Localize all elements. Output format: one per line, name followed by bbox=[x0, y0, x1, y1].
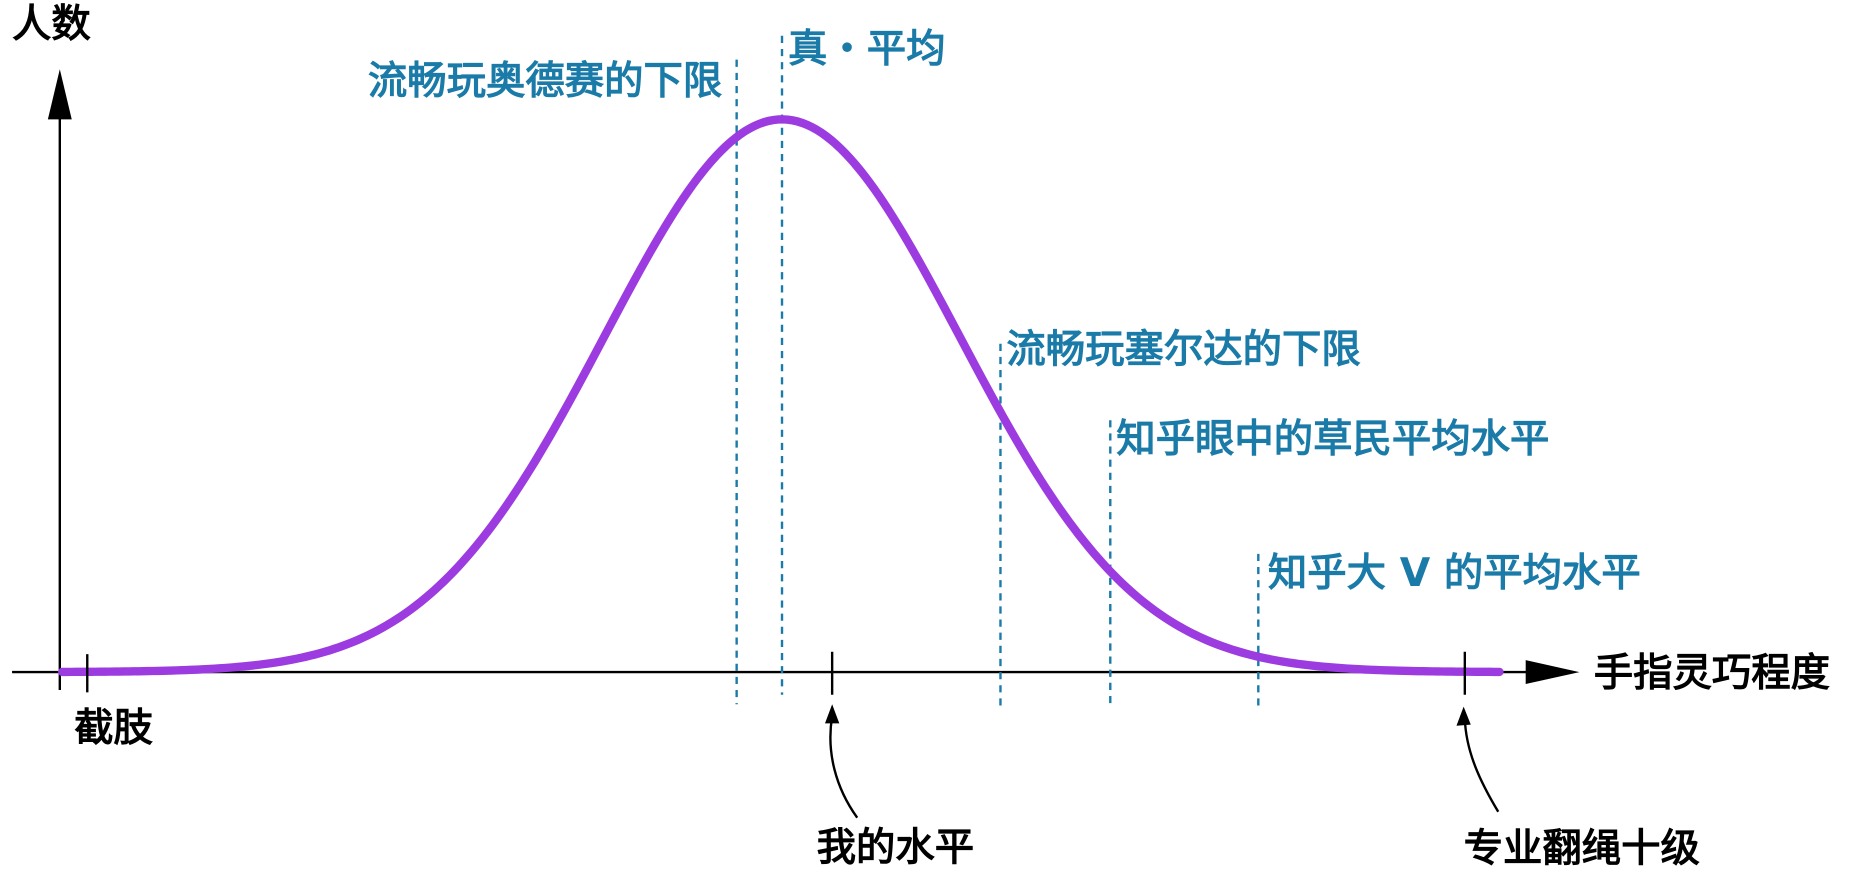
marker-label: 流畅玩塞尔达的下限 bbox=[1006, 327, 1361, 373]
x-axis-label: 手指灵巧程度 bbox=[1594, 650, 1831, 696]
marker-label: 真・平均 bbox=[788, 26, 946, 72]
x-arrow bbox=[1525, 660, 1580, 685]
tick-label: 我的水平 bbox=[817, 824, 975, 870]
pointer bbox=[829, 716, 859, 819]
pointer-head bbox=[1456, 706, 1471, 726]
pointer bbox=[1463, 718, 1500, 813]
pointer-head bbox=[824, 704, 840, 724]
bell-curve bbox=[58, 115, 1504, 677]
marker-label: 知乎眼中的草民平均水平 bbox=[1116, 416, 1549, 462]
y-arrow bbox=[47, 69, 72, 120]
tick-label: 截肢 bbox=[74, 705, 153, 751]
marker-label: 知乎大 V 的平均水平 bbox=[1268, 550, 1641, 596]
marker-label: 流畅玩奥德赛的下限 bbox=[368, 58, 723, 104]
tick-label: 专业翻绳十级 bbox=[1464, 826, 1701, 872]
y-axis-label: 人数 bbox=[12, 1, 91, 47]
